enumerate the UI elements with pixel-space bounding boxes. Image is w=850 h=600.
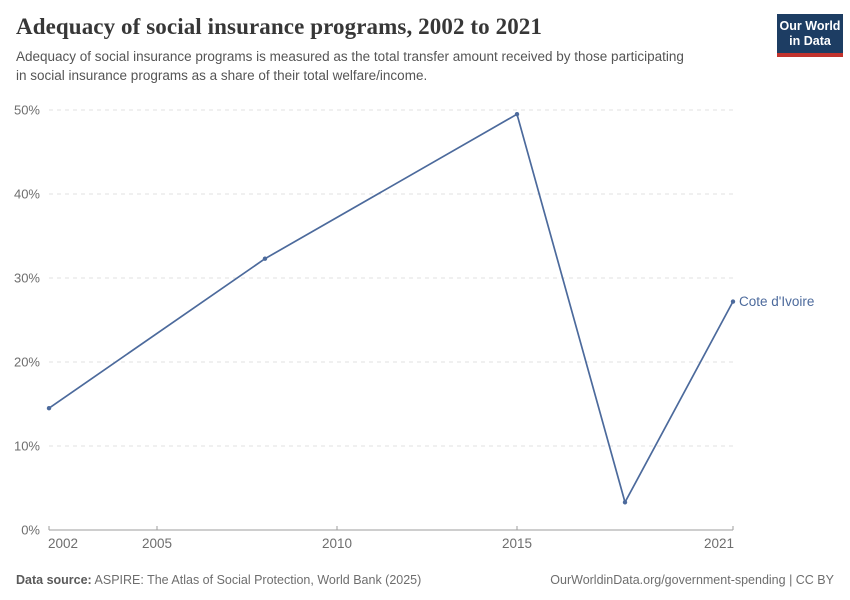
y-tick-label: 20% [14,355,40,370]
x-tick-label: 2010 [322,536,352,551]
x-tick-label: 2021 [704,536,734,551]
chart-subtitle: Adequacy of social insurance programs is… [16,49,684,83]
owid-logo-line1: Our World [779,19,841,33]
footer-datasource: Data source: ASPIRE: The Atlas of Social… [16,573,421,587]
chart-footer: Data source: ASPIRE: The Atlas of Social… [16,573,834,587]
x-tick-label: 2002 [48,536,78,551]
x-tick-label: 2015 [502,536,532,551]
owid-logo: Our World in Data [777,14,843,57]
y-tick-label: 0% [21,523,40,538]
owid-logo-line2: in Data [789,34,831,48]
data-point [730,299,736,304]
data-point [622,500,628,505]
data-line [48,113,734,504]
chart-title: Adequacy of social insurance programs, 2… [16,14,543,39]
y-tick-label: 40% [14,187,40,202]
footer-license: OurWorldinData.org/government-spending |… [550,573,834,587]
y-tick-label: 30% [14,271,40,286]
series-entity-label: Cote d'Ivoire [739,294,814,309]
data-point [262,256,268,261]
x-tick-label: 2005 [142,536,172,551]
datasource-label: Data source: [16,573,92,587]
data-point [514,112,520,117]
y-tick-label: 10% [14,439,40,454]
chart-header: Adequacy of social insurance programs, 2… [16,14,843,85]
data-point [46,406,52,411]
y-tick-label: 50% [14,103,40,118]
datasource-text: ASPIRE: The Atlas of Social Protection, … [91,573,422,587]
